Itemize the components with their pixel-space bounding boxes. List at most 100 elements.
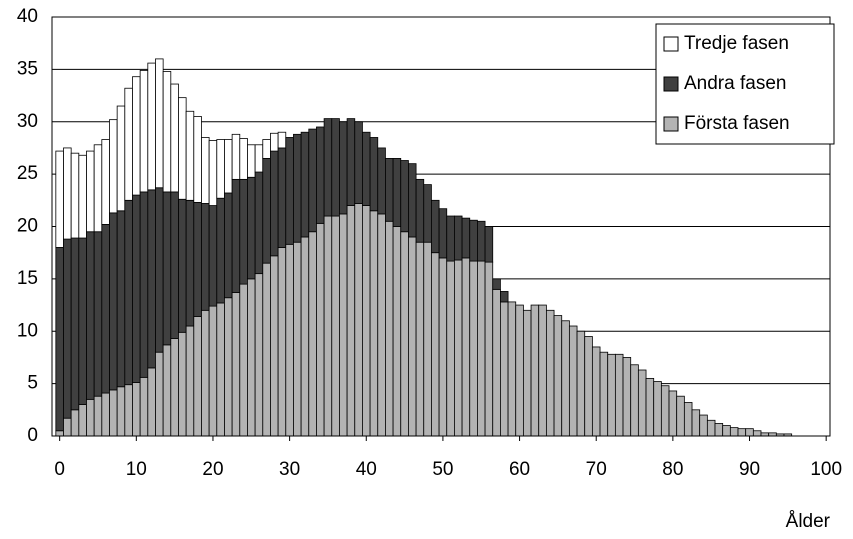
bar-segment — [392, 226, 402, 437]
x-tick-label: 30 — [279, 459, 300, 480]
bar-segment — [285, 243, 294, 437]
legend-box — [655, 23, 835, 145]
bar-segment — [438, 208, 448, 259]
bar-segment — [93, 395, 103, 437]
bar-segment — [415, 241, 425, 437]
bar-segment — [277, 147, 287, 248]
bar-segment — [224, 139, 233, 194]
legend-label: Första fasen — [684, 113, 790, 134]
bar-segment — [155, 187, 164, 353]
bar-segment — [277, 247, 287, 437]
bar-segment — [392, 158, 402, 227]
bar-segment — [254, 144, 264, 173]
bar-segment — [231, 133, 241, 180]
bar-segment — [277, 131, 287, 149]
bar-segment — [354, 203, 363, 437]
bar-segment — [614, 353, 624, 437]
bar-segment — [660, 385, 670, 437]
x-tick-label: 50 — [432, 459, 453, 480]
bar-segment — [346, 118, 356, 206]
bar-segment — [254, 171, 264, 275]
x-tick-label: 90 — [739, 459, 760, 480]
y-tick-label: 20 — [17, 216, 38, 237]
bar-segment — [178, 198, 187, 333]
y-tick-label: 5 — [27, 373, 38, 394]
bar-segment — [239, 283, 248, 437]
bar-segment — [668, 390, 678, 437]
y-tick-label: 15 — [17, 268, 38, 289]
bar-segment — [231, 292, 241, 437]
bar-segment — [170, 338, 179, 437]
bar-segment — [224, 297, 233, 437]
bar-segment — [270, 132, 279, 152]
bar-segment — [331, 215, 340, 437]
bar-segment — [270, 150, 279, 257]
bar-segment — [132, 76, 141, 196]
bar-segment — [438, 257, 448, 437]
bar-segment — [308, 128, 317, 233]
bar-segment — [545, 309, 555, 437]
bar-segment — [752, 430, 762, 437]
bar-segment — [446, 215, 455, 262]
bar-segment — [500, 291, 509, 303]
bar-segment — [124, 384, 133, 437]
bar-segment — [484, 261, 494, 437]
bar-segment — [139, 376, 149, 437]
bar-segment — [147, 62, 156, 191]
bar-segment — [70, 152, 80, 239]
bar-segment — [522, 309, 532, 437]
bar-segment — [484, 226, 494, 263]
bar-segment — [170, 83, 179, 193]
bar-segment — [162, 344, 172, 437]
bar-segment — [637, 369, 647, 437]
bar-segment — [400, 231, 409, 437]
bar-segment — [239, 178, 248, 285]
y-tick-label: 25 — [17, 163, 38, 184]
bar-segment — [607, 353, 616, 437]
bar-segment — [247, 176, 256, 280]
x-tick-label: 20 — [202, 459, 223, 480]
x-tick-label: 100 — [810, 459, 842, 480]
bar-segment — [446, 260, 455, 437]
bar-segment — [477, 260, 486, 437]
bar-segment — [132, 194, 141, 383]
x-tick-label: 60 — [509, 459, 530, 480]
bar-segment — [729, 427, 739, 437]
bar-segment — [369, 210, 379, 437]
x-tick-label: 80 — [662, 459, 683, 480]
bar-segment — [224, 192, 233, 299]
bar-segment — [216, 197, 225, 304]
bar-segment — [178, 97, 187, 200]
bar-segment — [201, 309, 210, 437]
bar-segment — [591, 346, 601, 437]
bar-segment — [515, 304, 524, 437]
bar-segment — [683, 402, 693, 437]
y-tick-label: 40 — [17, 6, 38, 27]
bar-segment — [385, 158, 394, 222]
bar-segment — [63, 147, 72, 240]
bar-segment — [706, 419, 716, 437]
bar-segment — [346, 205, 356, 437]
bar-segment — [78, 154, 87, 239]
bar-segment — [262, 158, 271, 264]
x-tick-label: 70 — [586, 459, 607, 480]
bar-segment — [331, 118, 340, 217]
bar-segment — [362, 131, 371, 206]
bar-segment — [676, 395, 685, 437]
bar-segment — [86, 231, 95, 400]
bar-segment — [423, 184, 432, 243]
bar-segment — [139, 70, 149, 193]
bar-segment — [323, 118, 333, 217]
bar-segment — [86, 150, 95, 233]
y-tick-label: 0 — [27, 425, 38, 446]
bar-segment — [208, 205, 218, 307]
bar-segment — [70, 237, 80, 411]
bar-segment — [216, 139, 225, 199]
bar-segment — [454, 215, 463, 261]
bar-segment — [170, 191, 179, 339]
bar-segment — [737, 428, 747, 437]
legend-swatch — [663, 116, 679, 132]
y-tick-label: 35 — [17, 58, 38, 79]
bar-segment — [507, 301, 517, 437]
bar-segment — [78, 404, 87, 437]
